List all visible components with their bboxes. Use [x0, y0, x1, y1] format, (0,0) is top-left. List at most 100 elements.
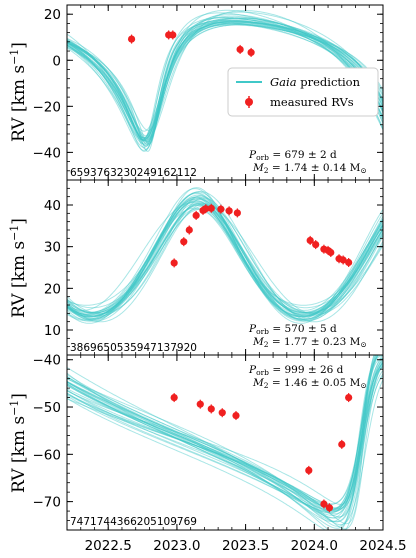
model-curve [67, 357, 383, 505]
model-curve [67, 361, 383, 529]
measured-rv-point [218, 409, 226, 417]
model-curve [67, 205, 383, 315]
model-curve [67, 355, 383, 530]
measured-rv-point [170, 393, 178, 402]
measured-rv-point [312, 240, 320, 249]
model-curve [67, 207, 383, 324]
model-curve [67, 20, 383, 147]
model-curve [67, 196, 383, 306]
model-curve [67, 204, 383, 314]
measured-points-3 [170, 393, 353, 513]
model-curve [67, 355, 378, 514]
measured-rv-point [345, 258, 353, 267]
model-curve [67, 197, 383, 314]
y-tick-label: −70 [33, 495, 62, 511]
model-curve [67, 188, 383, 315]
panel-1: 20 0 −20 −40 RV [km s−1] 659376323024916211… [8, 4, 384, 181]
model-curve [67, 201, 383, 316]
model-curve [67, 362, 383, 519]
measured-rv-point [232, 411, 240, 420]
model-curve [67, 363, 383, 530]
model-curve [67, 187, 383, 317]
model-curve [67, 195, 383, 317]
measured-rv-point [325, 504, 334, 512]
measured-rv-point [207, 405, 215, 413]
measured-rv-point [185, 226, 193, 234]
y-tick-label: −60 [33, 447, 62, 463]
measured-rv-point [207, 204, 215, 212]
panel-2: 40 30 20 10 RV [km s−1] 3869650535947137920… [8, 179, 384, 356]
model-curve [67, 17, 383, 141]
period-label-2: Porb = 570 ± 5 d [248, 323, 337, 336]
x-tick-label: 2023.5 [222, 538, 269, 554]
x-tick-label: 2023.0 [153, 538, 200, 554]
model-curve [67, 366, 383, 505]
measured-rv-point [345, 393, 353, 402]
legend: Gaia prediction measured RVs [227, 67, 379, 117]
model-curve [67, 17, 383, 140]
y-axis-label-3: RV [km s−1] [8, 393, 29, 493]
model-curve [67, 362, 383, 515]
y-tick-label: −40 [33, 145, 62, 161]
model-curve [67, 22, 383, 150]
model-curve [67, 355, 383, 516]
model-curve [67, 360, 383, 523]
model-curve [67, 17, 383, 139]
y-tick-label: −50 [33, 400, 62, 416]
model-curve [67, 17, 383, 145]
measured-points-1 [127, 30, 255, 57]
model-curve [67, 21, 383, 143]
model-curve [67, 23, 383, 145]
model-curve [67, 20, 383, 137]
model-curve [67, 19, 383, 142]
model-curve [67, 196, 383, 316]
legend-box [227, 67, 379, 117]
model-curve [67, 22, 383, 140]
model-curve [67, 17, 383, 141]
model-curve [67, 191, 383, 314]
model-curve [67, 196, 383, 318]
legend-point-swatch [245, 98, 253, 106]
period-label-1: Porb = 679 ± 2 d [248, 149, 337, 162]
model-curve [67, 22, 383, 146]
model-curve [67, 19, 383, 152]
model-curve [67, 24, 383, 152]
model-curve [67, 203, 383, 323]
model-curve [67, 370, 383, 506]
model-curve [67, 14, 383, 148]
measured-rv-point [327, 248, 335, 257]
model-curve [67, 192, 383, 320]
mass-label-2: M2 = 1.77 ± 0.23 M⊙ [252, 336, 367, 349]
legend-model-label: Gaia prediction [270, 75, 361, 89]
model-curve [67, 12, 383, 141]
model-curve [67, 198, 383, 317]
model-curve [67, 198, 383, 320]
model-curve [67, 359, 383, 513]
y-tick-label: 30 [44, 240, 61, 256]
y-axis-label-1: RV [km s−1] [8, 42, 29, 142]
x-tick-label: 2024.5 [359, 538, 406, 554]
model-curve [67, 21, 383, 143]
measured-rv-point [127, 35, 136, 43]
measured-rv-point [169, 31, 177, 39]
y-tick-label: 10 [44, 323, 61, 339]
y-tick-label: 40 [44, 198, 61, 214]
legend-measured-label: measured RVs [270, 95, 354, 109]
model-curve [67, 20, 383, 144]
model-curve [67, 378, 383, 526]
model-curve [67, 375, 383, 530]
model-curves-2 [67, 187, 383, 324]
model-curve [67, 357, 383, 523]
model-curve [67, 23, 383, 141]
model-curve [67, 208, 383, 317]
plot-frame-3 [66, 354, 384, 531]
measured-rv-point [247, 48, 255, 57]
model-curve [67, 200, 383, 313]
measured-rv-point [170, 259, 178, 267]
model-curve [67, 363, 383, 513]
model-curve [67, 22, 383, 141]
measured-rv-point [339, 256, 347, 264]
model-curve [67, 355, 377, 519]
source-id-3: 7471744366205109769 [70, 516, 197, 528]
measured-rv-point [320, 500, 328, 508]
